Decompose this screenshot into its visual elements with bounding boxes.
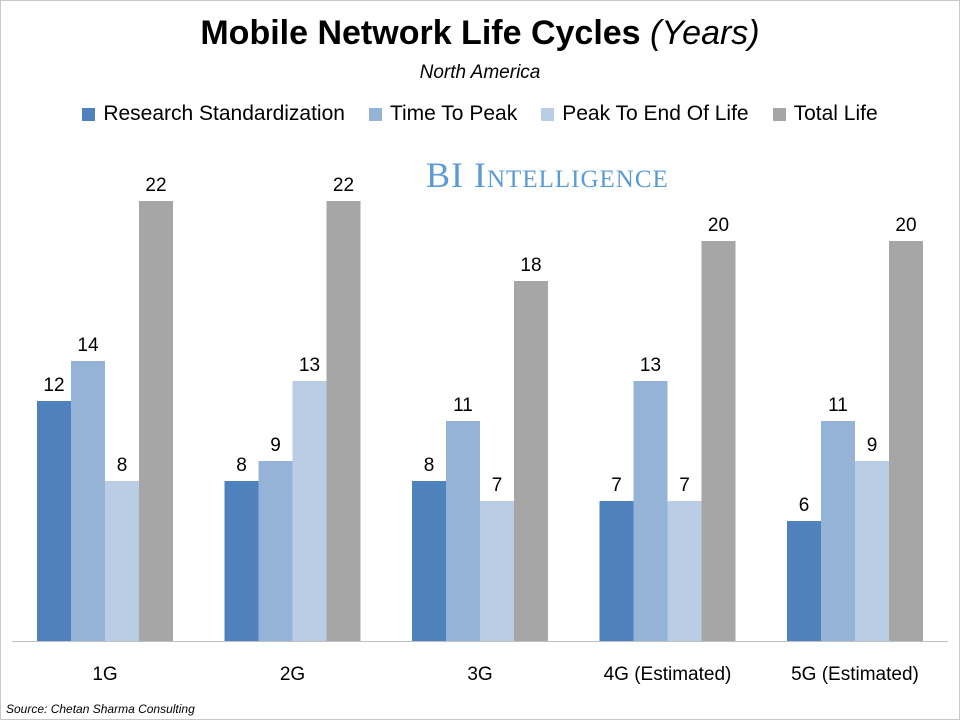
data-label: 18: [520, 255, 541, 276]
x-tick-label: 1G: [92, 664, 117, 685]
bar: [37, 401, 71, 641]
x-tick-label: 3G: [467, 664, 492, 685]
bar: [633, 381, 668, 641]
data-label: 11: [453, 395, 473, 416]
bar: [701, 241, 736, 641]
bar: [821, 421, 855, 641]
bar: [105, 481, 139, 641]
data-label: 9: [270, 435, 281, 456]
data-label: 22: [145, 175, 166, 196]
bar: [292, 381, 327, 641]
legend-label: Research Standardization: [103, 102, 345, 125]
legend-item: Peak To End Of Life: [541, 102, 749, 126]
bar: [514, 281, 548, 641]
legend-swatch: [368, 107, 382, 121]
bar: [480, 501, 514, 641]
bar: [889, 241, 923, 641]
legend-label: Time To Peak: [389, 102, 518, 125]
data-label: 6: [799, 495, 810, 516]
bar: [326, 201, 361, 641]
legend-swatch: [772, 107, 786, 121]
bar: [667, 501, 702, 641]
data-label: 12: [43, 375, 64, 396]
x-tick-label: 2G: [280, 664, 305, 685]
data-label: 20: [708, 215, 729, 236]
bar: [446, 421, 480, 641]
data-label: 22: [333, 175, 354, 196]
legend-item: Research Standardization: [82, 102, 345, 126]
x-tick-label: 4G (Estimated): [604, 664, 732, 685]
data-label: 11: [828, 395, 848, 416]
legend-label: Peak To End Of Life: [562, 102, 749, 125]
data-label: 14: [77, 335, 99, 356]
bar: [787, 521, 821, 641]
legend-item: Total Life: [772, 102, 878, 126]
bar: [224, 481, 259, 641]
bar: [71, 361, 105, 641]
data-label: 8: [424, 455, 435, 476]
legend-swatch: [541, 107, 555, 121]
data-label: 8: [236, 455, 247, 476]
legend-swatch: [82, 107, 96, 121]
bar: [412, 481, 446, 641]
chart-subtitle: North America: [419, 62, 541, 83]
legend-label: Total Life: [793, 102, 878, 125]
data-label: 8: [117, 455, 128, 476]
source-note: Source: Chetan Sharma Consulting: [6, 702, 195, 716]
chart-title: Mobile Network Life Cycles (Years): [200, 14, 760, 52]
bar: [599, 501, 634, 641]
x-tick-label: 5G (Estimated): [791, 664, 919, 685]
data-label: 20: [895, 215, 916, 236]
data-label: 9: [867, 435, 878, 456]
bar: [258, 461, 293, 641]
bar: [139, 201, 173, 641]
data-label: 13: [640, 355, 661, 376]
data-label: 7: [492, 475, 503, 496]
data-label: 13: [299, 355, 320, 376]
legend-item: Time To Peak: [368, 102, 518, 126]
bar: [855, 461, 889, 641]
data-label: 7: [611, 475, 622, 496]
bi-intelligence-logo: BI Intelligence: [426, 155, 669, 195]
legend: Research Standardization Time To Peak Peak…: [0, 102, 960, 126]
data-label: 7: [679, 475, 690, 496]
